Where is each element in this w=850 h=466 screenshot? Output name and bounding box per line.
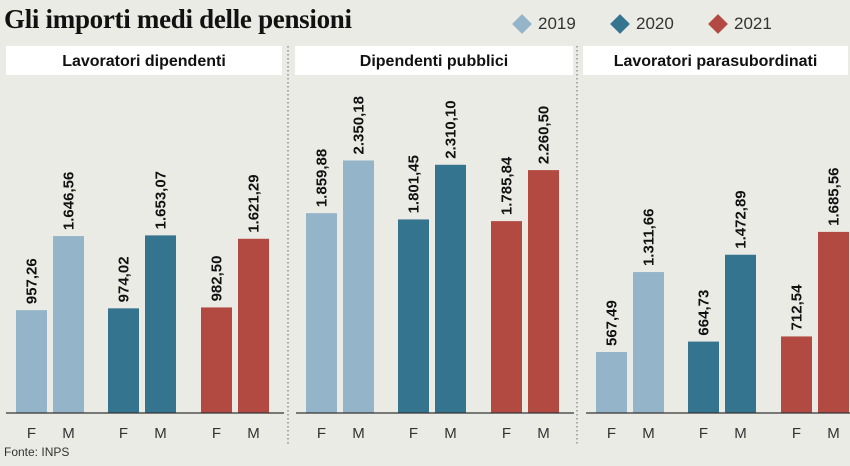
bar-3-2019-f	[596, 352, 627, 413]
data-label-1-2020-m: 1.653,07	[153, 171, 170, 229]
data-label-3-2019-f: 567,49	[604, 300, 621, 346]
legend-item-2020: 2020	[610, 14, 674, 34]
x-tick-3-2021-f: F	[792, 425, 801, 442]
bar-1-2019-f	[16, 310, 47, 413]
data-label-3-2020-m: 1.472,89	[733, 190, 750, 248]
x-tick-3-2019-m: M	[642, 425, 655, 442]
bar-1-2019-m	[53, 236, 84, 413]
panel-header-2	[295, 46, 573, 75]
x-tick-3-2020-m: M	[734, 425, 747, 442]
x-tick-1-2021-m: M	[247, 425, 260, 442]
x-tick-3-2020-f: F	[699, 425, 708, 442]
x-tick-2-2021-m: M	[537, 425, 550, 442]
x-tick-1-2019-f: F	[27, 425, 36, 442]
legend-label-2021: 2021	[734, 14, 772, 33]
bar-2-2020-f	[398, 219, 429, 413]
data-label-1-2019-f: 957,26	[24, 258, 41, 304]
panel-header-3	[583, 46, 848, 75]
bar-2-2021-m	[528, 170, 559, 413]
x-tick-2-2019-m: M	[352, 425, 365, 442]
bar-2-2021-f	[491, 221, 522, 413]
data-label-1-2021-f: 982,50	[209, 256, 226, 302]
x-tick-2-2020-m: M	[444, 425, 457, 442]
bar-2-2020-m	[435, 164, 466, 413]
bar-1-2021-f	[201, 307, 232, 413]
data-label-3-2021-f: 712,54	[789, 284, 806, 331]
x-tick-1-2020-f: F	[119, 425, 128, 442]
source-note: Fonte: INPS	[4, 445, 70, 459]
bar-3-2020-m	[725, 254, 756, 413]
x-tick-3-2019-f: F	[607, 425, 616, 442]
data-label-3-2021-m: 1.685,56	[826, 167, 843, 225]
data-label-1-2021-m: 1.621,29	[246, 174, 263, 232]
legend-item-2019: 2019	[512, 14, 576, 34]
bar-3-2021-f	[781, 336, 812, 413]
legend-label-2020: 2020	[636, 14, 674, 33]
data-label-3-2019-m: 1.311,66	[641, 208, 658, 266]
data-label-2-2019-f: 1.859,88	[314, 149, 331, 207]
data-label-2-2021-m: 2.260,50	[536, 106, 553, 164]
chart-title: Gli importi medi delle pensioni	[4, 4, 352, 34]
x-tick-1-2021-f: F	[212, 425, 221, 442]
x-tick-2-2019-f: F	[317, 425, 326, 442]
data-label-1-2020-f: 974,02	[116, 256, 133, 302]
panel-title-2: Dipendenti pubblici	[360, 53, 508, 70]
data-label-2-2020-f: 1.801,45	[406, 155, 423, 213]
bar-2-2019-f	[306, 213, 337, 413]
x-tick-2-2020-f: F	[409, 425, 418, 442]
bar-2-2019-m	[343, 160, 374, 413]
x-tick-3-2021-m: M	[827, 425, 840, 442]
legend-item-2021: 2021	[708, 14, 772, 34]
panel-header-1	[6, 46, 282, 75]
bar-1-2020-m	[145, 235, 176, 413]
x-tick-2-2021-f: F	[502, 425, 511, 442]
legend-label-2019: 2019	[538, 14, 576, 33]
bar-3-2019-m	[633, 272, 664, 413]
bar-1-2020-f	[108, 308, 139, 413]
bar-3-2021-m	[818, 231, 849, 413]
bar-1-2021-m	[238, 238, 269, 413]
data-label-2-2019-m: 2.350,18	[351, 96, 368, 154]
data-label-2-2020-m: 2.310,10	[443, 100, 460, 158]
bar-3-2020-f	[688, 341, 719, 413]
x-tick-1-2020-m: M	[154, 425, 167, 442]
data-label-1-2019-m: 1.646,56	[61, 172, 78, 230]
x-tick-1-2019-m: M	[62, 425, 75, 442]
data-label-2-2021-f: 1.785,84	[499, 156, 516, 215]
panel-title-3: Lavoratori parasubordinati	[614, 53, 818, 70]
panel-title-1: Lavoratori dipendenti	[62, 53, 226, 70]
data-label-3-2020-f: 664,73	[696, 290, 713, 336]
